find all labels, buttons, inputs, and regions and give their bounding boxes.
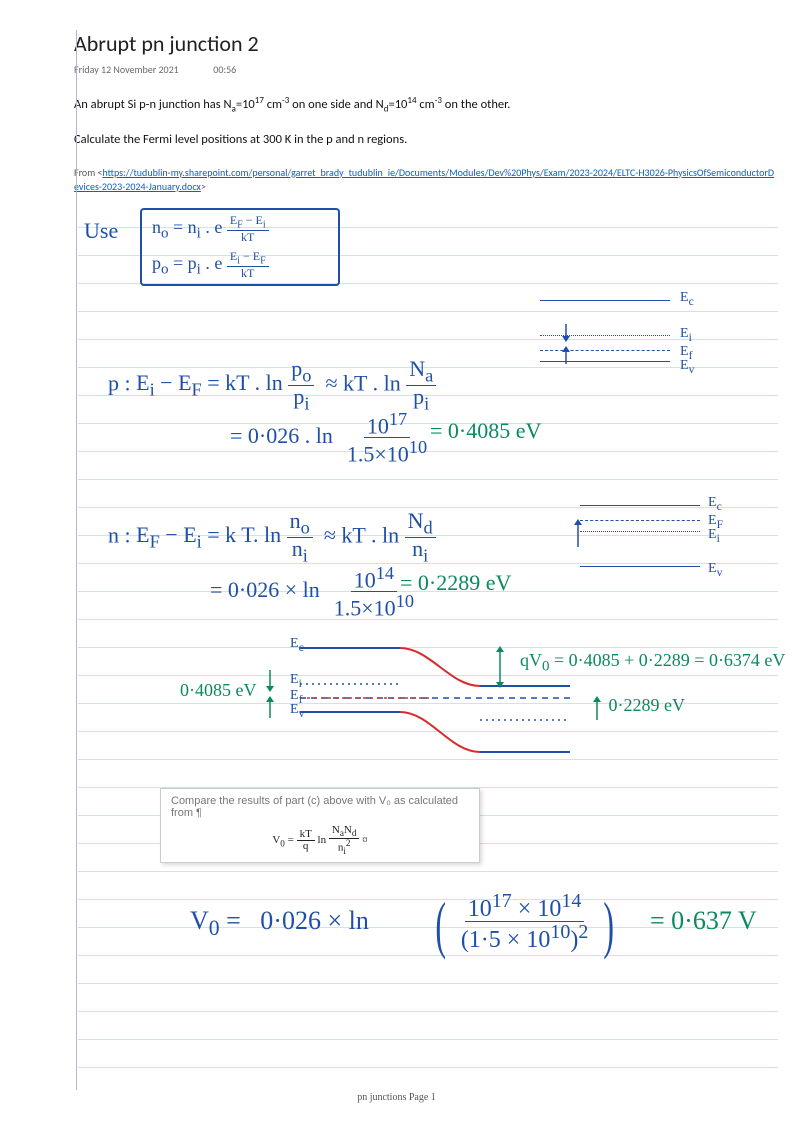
- hw-qv0: qV0 = 0·4085 + 0·2289 = 0·6374 eV: [520, 650, 785, 676]
- hw-v0: V0 = 0·026 × ln: [190, 906, 375, 941]
- hw-p-line: p : Ei − EF = kT . ln popi ≈ kT . ln Nap…: [108, 358, 436, 412]
- problem-line-1: An abrupt Si p-n junction has Na=1017 cm…: [74, 92, 774, 118]
- page-meta: Friday 12 November 2021 00:56: [74, 63, 774, 76]
- band-diagram-n: Ec EF Ei Ev: [580, 505, 740, 567]
- hw-po-eq: po = pi . e Ei − EF kT: [152, 250, 269, 279]
- bd-Ev-left: Ev: [290, 702, 304, 720]
- problem-line-2: Calculate the Fermi level positions at 3…: [74, 128, 774, 152]
- meta-date: Friday 12 November 2021: [74, 63, 179, 76]
- source-prefix: From <: [74, 166, 102, 179]
- source-link[interactable]: https://tudublin-my.sharepoint.com/perso…: [74, 166, 774, 193]
- hw-p-result: = 0·4085 eV: [430, 418, 541, 444]
- bd-Ec-left: Ec: [290, 636, 304, 654]
- source-suffix: >: [201, 180, 206, 193]
- source-line: From <https://tudublin-my.sharepoint.com…: [74, 166, 774, 194]
- hw-v0-result: = 0·637 V: [650, 906, 757, 936]
- hw-no-eq: no = ni . e EF − Ei kT: [152, 214, 269, 243]
- hw-use: Use: [84, 218, 118, 244]
- hw-v0-frac: ( 1017 × 1014 (1·5 × 1010)2 ): [430, 884, 619, 958]
- hw-n-result: = 0·2289 eV: [400, 570, 511, 596]
- hw-p-calc: = 0·026 . ln 10171.5×1010: [230, 410, 430, 466]
- page-title: Abrupt pn junction 2: [74, 30, 774, 57]
- compare-formula: V0 = kTq ln NaNdni2 ¤: [171, 825, 469, 856]
- page-footer: pn junctions Page 1: [0, 1092, 793, 1103]
- hw-n-calc: = 0·026 × ln 10141.5×1010: [210, 564, 417, 620]
- compare-box: Compare the results of part (c) above wi…: [160, 788, 480, 863]
- hw-n-line: n : EF − Ei = k T. ln noni ≈ kT . ln Ndn…: [108, 510, 436, 564]
- hw-04085: 0·4085 eV: [180, 680, 256, 701]
- margin-rule: [76, 30, 77, 1090]
- meta-time: 00:56: [213, 63, 236, 76]
- hw-02289: 0·2289 eV: [590, 694, 685, 720]
- compare-text: Compare the results of part (c) above wi…: [171, 795, 469, 819]
- band-diagram-p: Ec Ei Ef Ev: [540, 300, 700, 362]
